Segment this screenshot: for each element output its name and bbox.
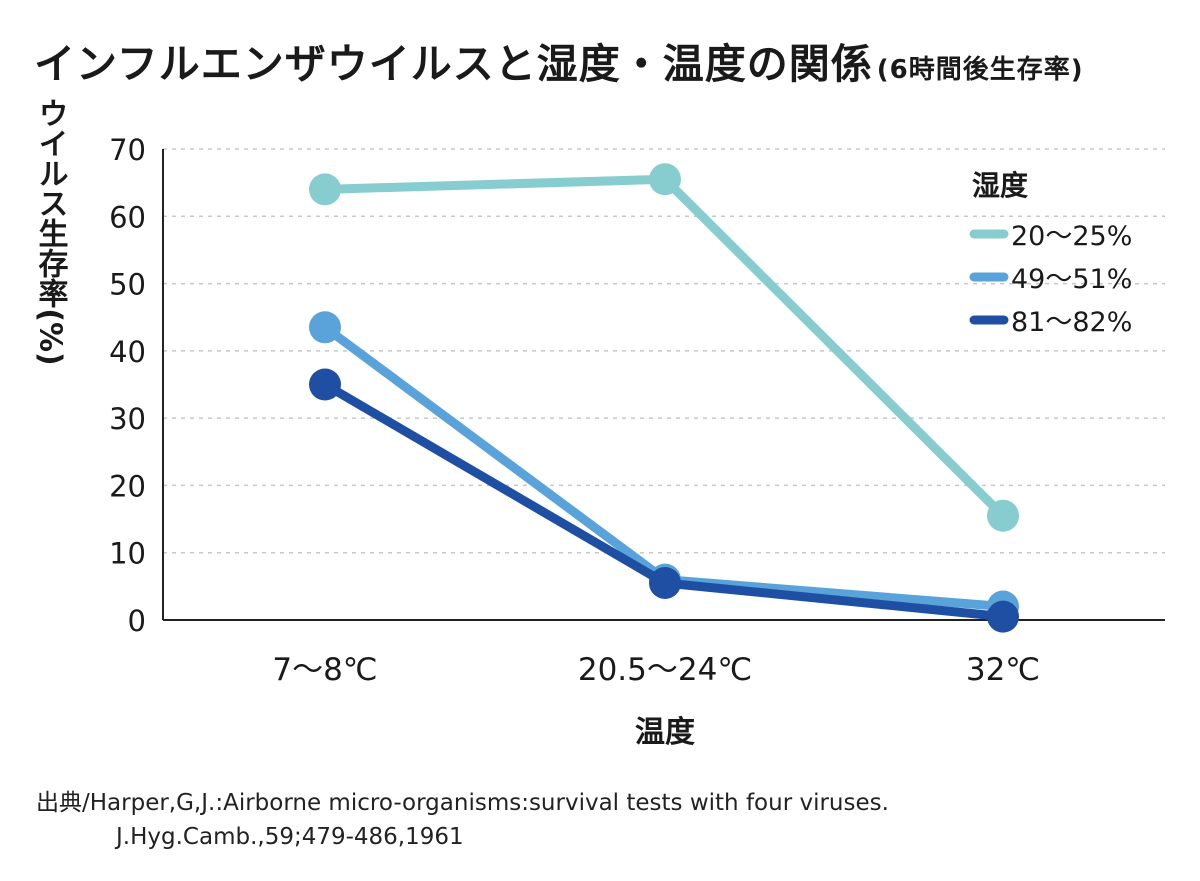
legend-label: 81〜82% bbox=[1011, 307, 1132, 338]
y-tick-label: 60 bbox=[109, 200, 146, 234]
series-group bbox=[309, 163, 1019, 633]
y-tick-label: 10 bbox=[109, 537, 146, 571]
source-line-2: J.Hyg.Camb.,59;479-486,1961 bbox=[116, 824, 464, 850]
legend: 湿度 20〜25% 49〜51% 81〜82% bbox=[969, 169, 1132, 338]
data-point bbox=[309, 368, 341, 401]
y-tick-label: 30 bbox=[109, 402, 146, 436]
data-point bbox=[309, 311, 341, 344]
title-main: インフルエンザウイルスと湿度・温度の関係 bbox=[34, 40, 873, 88]
grid-lines bbox=[163, 148, 1165, 554]
y-tick-labels: 0 10 20 30 40 50 60 70 bbox=[109, 133, 146, 638]
source-line-1: 出典/Harper,G,J.:Airborne micro-organisms:… bbox=[36, 790, 889, 816]
x-axis-label: 温度 bbox=[635, 715, 695, 750]
legend-label: 49〜51% bbox=[1011, 264, 1132, 295]
data-point bbox=[987, 600, 1019, 633]
series-line bbox=[320, 174, 1008, 521]
y-tick-label: 20 bbox=[109, 469, 146, 503]
legend-title: 湿度 bbox=[972, 169, 1028, 202]
y-tick-label: 50 bbox=[109, 268, 146, 302]
title-subtitle: (6時間後生存率) bbox=[876, 55, 1084, 85]
data-point bbox=[649, 566, 681, 599]
source-citation: 出典/Harper,G,J.:Airborne micro-organisms:… bbox=[36, 786, 889, 854]
data-point bbox=[987, 499, 1019, 532]
data-point bbox=[649, 163, 681, 196]
y-tick-label: 40 bbox=[109, 335, 146, 369]
x-tick-label: 32℃ bbox=[966, 652, 1040, 688]
x-tick-label: 7〜8℃ bbox=[272, 652, 377, 688]
y-tick-label: 70 bbox=[109, 133, 146, 167]
x-tick-labels: 7〜8℃ 20.5〜24℃ 32℃ bbox=[272, 652, 1040, 688]
x-tick-label: 20.5〜24℃ bbox=[578, 652, 752, 688]
chart-title: インフルエンザウイルスと湿度・温度の関係 (6時間後生存率) bbox=[34, 30, 1084, 90]
y-axis-label: ウイルス生存率(%) bbox=[33, 98, 69, 365]
data-point bbox=[309, 173, 341, 206]
y-tick-label: 0 bbox=[128, 604, 146, 638]
legend-label: 20〜25% bbox=[1011, 221, 1132, 252]
